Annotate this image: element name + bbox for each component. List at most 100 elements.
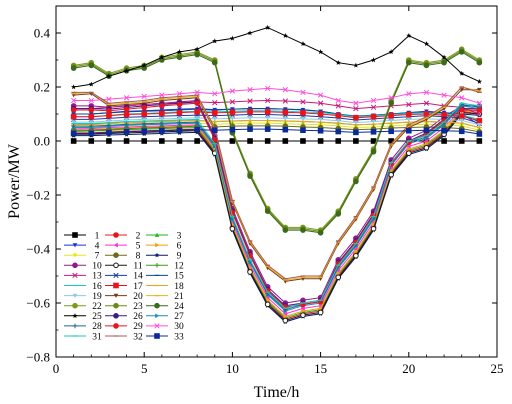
point-5-13-shape: [283, 311, 288, 317]
point-33-20: [406, 127, 412, 134]
point-33-19: [388, 128, 394, 135]
point-29-2: [88, 107, 95, 113]
point-13-13-shape: [282, 98, 288, 104]
point-30-23-shape: [459, 95, 465, 101]
legend-item-31: 31: [64, 332, 102, 342]
series-31: [71, 102, 482, 309]
point-11-10-shape: [229, 225, 236, 232]
point-19-17: [353, 120, 359, 125]
legend-item-29: 29: [105, 322, 143, 332]
point-11-17-shape: [353, 252, 359, 259]
point-24-9: [211, 59, 218, 66]
point-29-7: [176, 101, 183, 108]
point-33-17: [353, 129, 359, 136]
point-17-15: [317, 111, 324, 117]
point-25-8-shape: [194, 46, 200, 52]
point-19-9-shape: [212, 117, 218, 122]
legend-marker-22-shape: [72, 302, 78, 309]
point-19-13: [283, 116, 288, 121]
point-6-15-shape: [318, 306, 323, 311]
point-17-16-shape: [335, 112, 342, 119]
legend-marker-2: [113, 232, 119, 238]
point-24-14: [300, 227, 306, 233]
legend-label-8: 8: [136, 252, 141, 262]
point-19-20: [406, 117, 412, 122]
point-33-22: [441, 127, 447, 134]
point-24-23-shape: [458, 49, 465, 55]
legend-marker-9: [154, 252, 160, 258]
legend-marker-8-shape: [113, 252, 119, 258]
point-6-19-shape: [389, 168, 394, 173]
point-30-13-shape: [282, 87, 288, 93]
point-24-1-shape: [70, 65, 77, 71]
point-33-1: [70, 130, 77, 137]
point-13-14: [300, 99, 306, 105]
point-19-4: [124, 118, 129, 123]
legend-item-17: 17: [105, 282, 143, 292]
point-6-17: [354, 249, 359, 254]
legend-marker-26-shape: [113, 313, 119, 319]
point-11-10: [229, 225, 236, 232]
point-17-8-shape: [194, 109, 200, 115]
legend-marker-5-shape: [113, 242, 118, 248]
x-tick-label-1: 5: [141, 361, 148, 376]
point-19-6-shape: [159, 117, 165, 122]
point-6-13: [283, 314, 288, 319]
point-33-5: [141, 128, 147, 135]
point-24-22-shape: [441, 59, 447, 66]
point-1-16-shape: [335, 138, 342, 144]
point-19-5: [141, 117, 147, 122]
point-25-22-shape: [441, 54, 447, 60]
point-25-1: [71, 84, 77, 90]
point-11-15: [317, 309, 324, 316]
point-19-1-shape: [71, 120, 76, 125]
point-29-9-shape: [211, 136, 218, 143]
point-29-2-shape: [88, 107, 95, 113]
legend-label-31: 31: [92, 332, 102, 342]
point-11-20-shape: [406, 150, 412, 156]
point-33-18: [370, 129, 377, 135]
legend-marker-23-shape: [113, 302, 119, 309]
legend-label-4: 4: [95, 241, 100, 251]
point-17-20: [406, 111, 412, 118]
series-line-11: [73, 112, 480, 322]
point-17-16: [335, 112, 342, 119]
point-17-20-shape: [406, 111, 412, 118]
point-25-1-shape: [71, 84, 77, 90]
point-17-13-shape: [282, 109, 289, 116]
y-tick-label-5: 0.2: [34, 80, 50, 95]
legend-marker-12-shape: [154, 263, 160, 268]
point-11-11: [247, 269, 253, 275]
point-13-9-shape: [212, 100, 218, 106]
point-19-10-shape: [230, 116, 235, 121]
legend-label-1: 1: [95, 231, 100, 241]
series-line-21: [73, 86, 480, 281]
legend-label-32: 32: [133, 332, 143, 342]
point-19-10: [230, 116, 235, 121]
point-33-21: [423, 127, 430, 134]
series-line-16: [73, 110, 480, 120]
point-13-10: [229, 99, 236, 105]
point-24-20: [406, 59, 412, 66]
legend-marker-14-shape: [113, 272, 119, 279]
point-33-3-shape: [106, 129, 112, 136]
point-6-16: [336, 271, 341, 276]
point-17-10-shape: [229, 109, 236, 116]
legend-item-10: 10: [64, 262, 102, 272]
point-19-7: [177, 116, 182, 121]
point-30-3-shape: [106, 96, 112, 102]
point-17-17: [353, 114, 359, 121]
point-30-24: [476, 100, 483, 106]
legend-marker-5: [113, 242, 118, 248]
legend-marker-11: [113, 262, 119, 269]
point-33-24: [476, 131, 483, 137]
point-30-15: [317, 92, 324, 98]
point-1-16: [335, 138, 342, 144]
legend-marker-13: [72, 272, 78, 279]
point-11-16: [335, 274, 342, 281]
point-28-7-shape: [177, 120, 182, 125]
point-25-9: [212, 38, 218, 44]
legend-label-28: 28: [92, 322, 102, 332]
series-line-17: [73, 111, 480, 122]
